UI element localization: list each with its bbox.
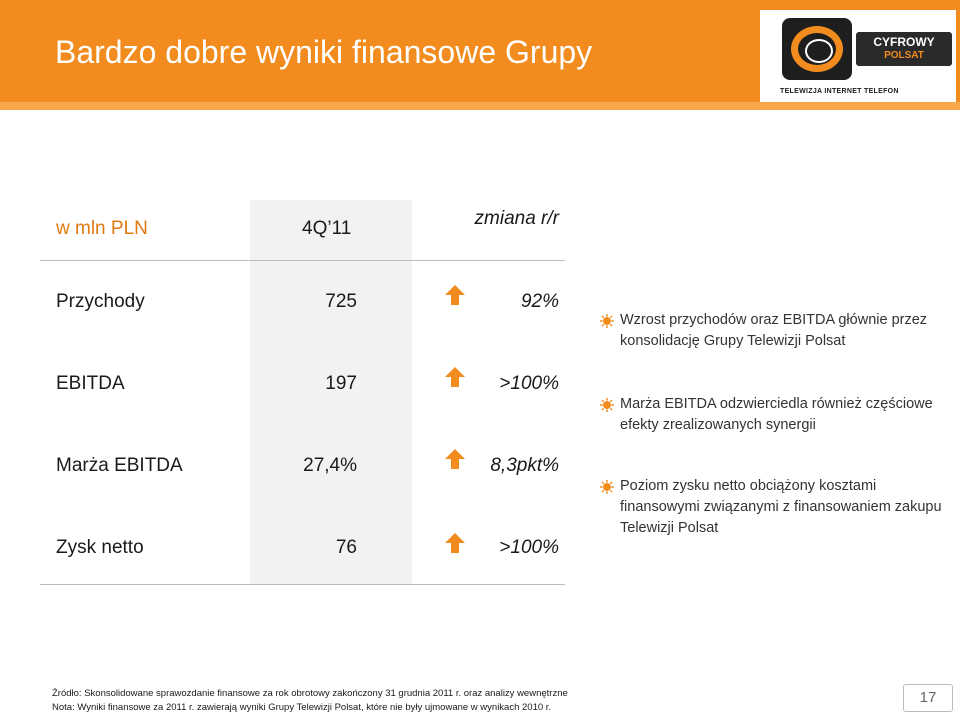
commentary-text: Poziom zysku netto obciążony kosztami fi… [620, 478, 942, 536]
note-footnote: Nota: Wyniki finansowe za 2011 r. zawier… [52, 702, 552, 713]
row-value: 725 [325, 291, 357, 312]
row-change: 8,3pkt% [490, 455, 559, 476]
change-header: zmiana r/r [474, 208, 559, 229]
arrow-up-icon [444, 284, 466, 306]
bullet-sun-icon [600, 314, 614, 328]
unit-header: w mln PLN [56, 218, 148, 239]
row-label: Przychody [56, 291, 145, 312]
row-label: EBITDA [56, 373, 125, 394]
slide-header: Bardzo dobre wyniki finansowe Grupy CYFR… [0, 0, 960, 110]
bullet-sun-icon [600, 398, 614, 412]
logo-brand-line1: CYFROWY [873, 35, 935, 49]
row-value: 197 [325, 373, 357, 394]
source-footnote: Źródło: Skonsolidowane sprawozdanie fina… [52, 688, 568, 699]
arrow-up-icon [444, 532, 466, 554]
arrow-up-icon [444, 366, 466, 388]
table-bottom-divider [40, 584, 565, 585]
commentary-text: Wzrost przychodów oraz EBITDA głównie pr… [620, 312, 928, 349]
arrow-up-icon [444, 448, 466, 470]
row-value: 27,4% [303, 455, 357, 476]
logo-emblem-icon [782, 18, 852, 80]
row-label: Marża EBITDA [56, 455, 183, 476]
row-value: 76 [335, 537, 357, 558]
logo-tagline: TELEWIZJA INTERNET TELEFON [780, 88, 899, 95]
header-divider [40, 260, 565, 261]
commentary-text: Marża EBITDA odzwierciedla również częśc… [620, 396, 933, 433]
period-header: 4Q’11 [302, 218, 352, 239]
commentary-item: Wzrost przychodów oraz EBITDA głównie pr… [600, 310, 950, 352]
logo-wordmark: CYFROWY POLSAT [856, 32, 952, 66]
commentary-item: Marża EBITDA odzwierciedla również częśc… [600, 394, 950, 436]
bullet-sun-icon [600, 480, 614, 494]
financial-results-table: w mln PLN 4Q’11 zmiana r/r Przychody 725… [40, 200, 565, 585]
commentary-item: Poziom zysku netto obciążony kosztami fi… [600, 476, 950, 539]
company-logo: CYFROWY POLSAT TELEWIZJA INTERNET TELEFO… [760, 10, 956, 102]
page-number: 17 [903, 684, 953, 712]
logo-brand-line2: POLSAT [884, 50, 924, 61]
row-change: 92% [520, 291, 559, 312]
period-column-highlight [250, 200, 412, 585]
row-change: >100% [499, 373, 559, 394]
row-label: Zysk netto [56, 537, 144, 558]
row-change: >100% [499, 537, 559, 558]
slide-title: Bardzo dobre wyniki finansowe Grupy [55, 34, 593, 70]
